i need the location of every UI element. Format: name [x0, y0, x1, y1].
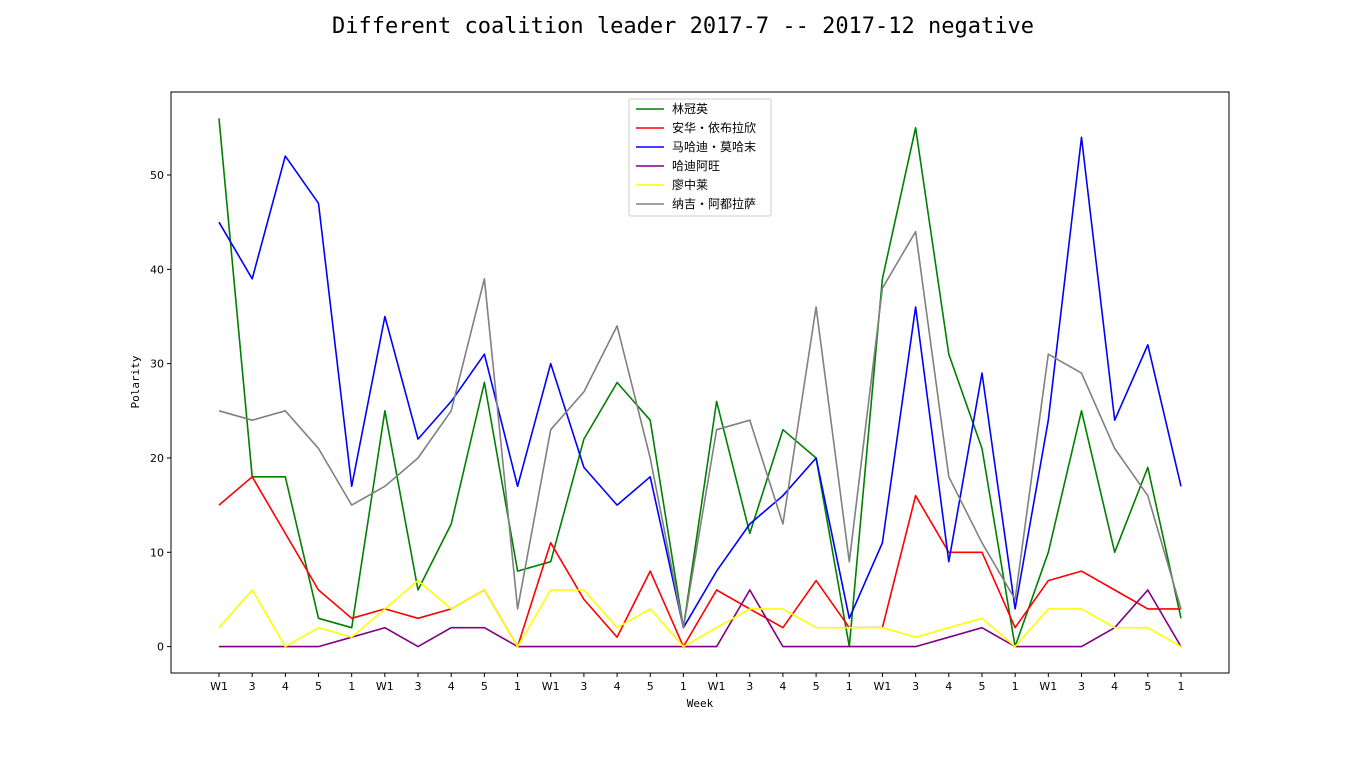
- x-tick-label: 5: [978, 680, 985, 693]
- x-tick-label: 3: [1078, 680, 1085, 693]
- legend-label: 纳吉・阿都拉萨: [672, 196, 756, 211]
- legend-box: [628, 98, 772, 217]
- x-tick-label: 5: [315, 680, 322, 693]
- x-tick-label: 1: [1178, 680, 1185, 693]
- x-axis-ticks: W1 3 4 5 1 W1 3 4 5 1 W1 3 4 5 1 W1 3 4 5 1 W1 3 4 5 1 W1 3 4 5 1: [210, 673, 1185, 693]
- x-tick-label: 4: [614, 680, 621, 693]
- x-tick-label: 5: [647, 680, 654, 693]
- x-tick-label: 4: [1111, 680, 1118, 693]
- x-tick-label: W1: [874, 680, 892, 693]
- legend-label: 哈迪阿旺: [672, 159, 720, 173]
- chart-title: Different coalition leader 2017-7 -- 201…: [332, 14, 1034, 39]
- x-tick-label: 3: [746, 680, 753, 693]
- series-line-1: [218, 118, 1182, 648]
- series-line-2: [218, 475, 1181, 648]
- series-lines: [218, 118, 1182, 648]
- x-tick-label: W1: [542, 680, 560, 693]
- y-tick-label: 50: [150, 169, 164, 182]
- x-tick-label: 1: [846, 680, 853, 693]
- y-tick-label: 0: [157, 641, 164, 654]
- x-tick-label: 5: [481, 680, 488, 693]
- x-tick-label: 4: [779, 680, 786, 693]
- series-line-6: [218, 230, 1182, 629]
- x-tick-label: 3: [912, 680, 919, 693]
- x-tick-label: 4: [282, 680, 289, 693]
- x-axis-label: Week: [687, 697, 714, 710]
- x-tick-label: 1: [348, 680, 355, 693]
- x-tick-label: 1: [680, 680, 687, 693]
- x-tick-label: W1: [708, 680, 726, 693]
- y-tick-label: 10: [150, 546, 164, 559]
- y-tick-label: 40: [150, 263, 164, 276]
- x-tick-label: W1: [210, 680, 228, 693]
- x-tick-label: 3: [415, 680, 422, 693]
- x-tick-label: 4: [945, 680, 952, 693]
- x-tick-label: 3: [249, 680, 256, 693]
- series-line-4: [219, 589, 1182, 648]
- y-tick-label: 30: [150, 358, 164, 371]
- y-tick-label: 20: [150, 452, 164, 465]
- series-line-3: [218, 136, 1182, 629]
- x-tick-label: 3: [580, 680, 587, 693]
- x-tick-label: 1: [1012, 680, 1019, 693]
- legend-label: 廖中莱: [672, 177, 708, 192]
- legend-label: 安华・依布拉欣: [672, 120, 756, 135]
- x-tick-label: W1: [1039, 680, 1057, 693]
- series-line-5: [218, 579, 1182, 648]
- y-axis-ticks: 0 10 20 30 40 50: [150, 169, 171, 654]
- legend-label: 马哈迪・莫哈末: [672, 140, 756, 154]
- x-tick-label: W1: [376, 680, 394, 693]
- x-tick-label: 5: [813, 680, 820, 693]
- legend-label: 林冠英: [672, 102, 708, 116]
- x-tick-label: 5: [1144, 680, 1151, 693]
- y-axis-label: Polarity: [129, 355, 142, 408]
- x-tick-label: 4: [448, 680, 455, 693]
- x-tick-label: 1: [514, 680, 521, 693]
